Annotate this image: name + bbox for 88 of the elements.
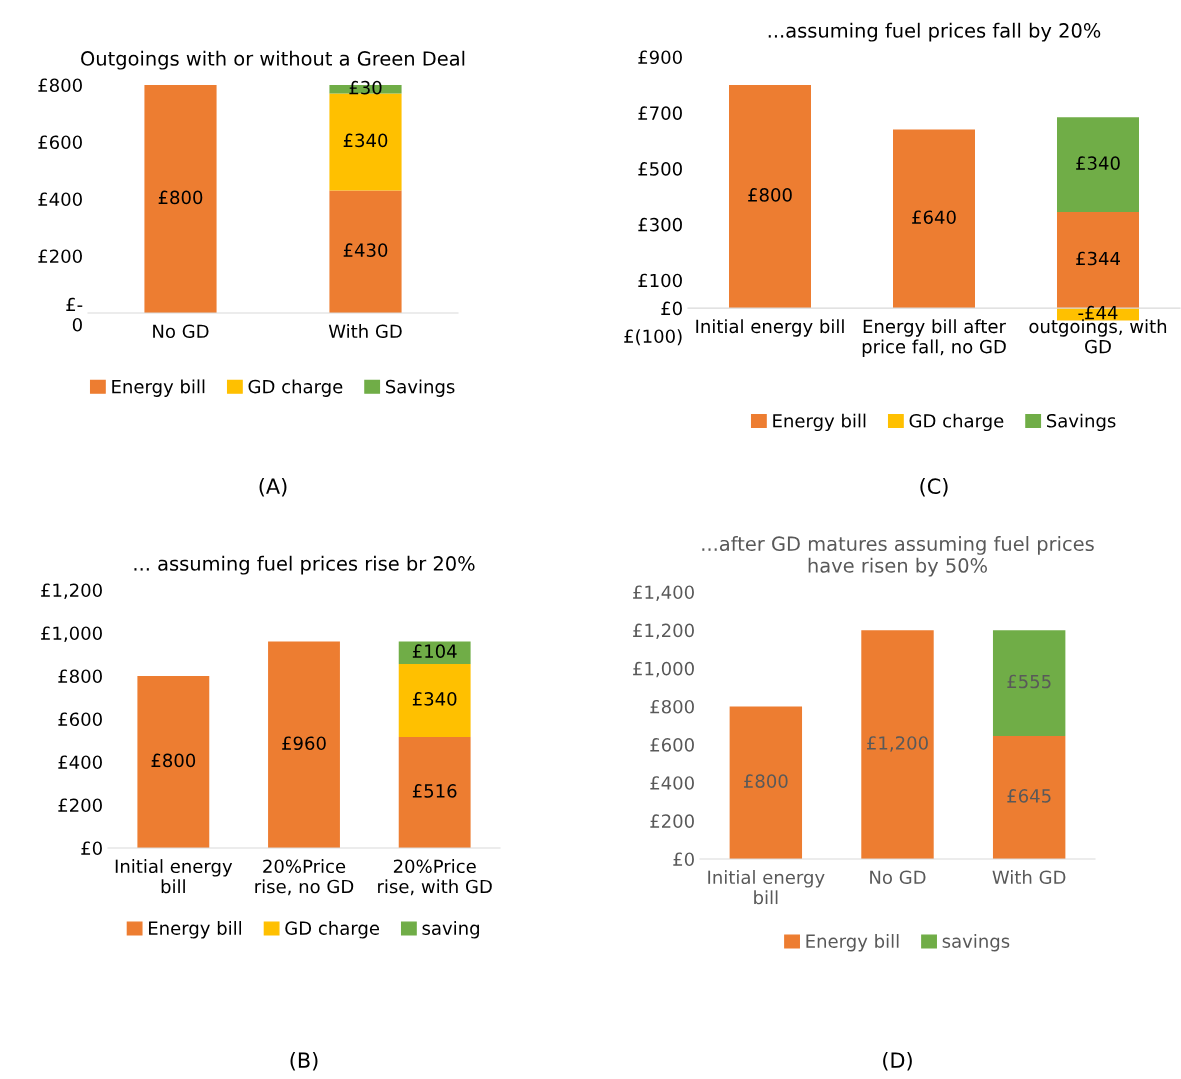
y-tick-label: £600	[38, 135, 82, 150]
bar	[992, 735, 1066, 859]
y-tick-label: £500	[638, 162, 682, 176]
bar	[329, 93, 402, 191]
y-tick-label: £1,200	[633, 623, 694, 640]
data-label: £340	[343, 133, 388, 148]
y-tick-label: £800	[38, 78, 82, 93]
data-label: £104	[412, 644, 457, 659]
x-tick-label: No GD	[153, 324, 209, 339]
legend-label: Savings	[1046, 413, 1116, 432]
bar	[398, 663, 471, 738]
y-tick-label: £- 0	[66, 297, 83, 332]
bar	[268, 641, 340, 848]
legend-label: Energy bill	[806, 933, 899, 952]
text: (A)	[259, 477, 287, 497]
y-tick-label: £800	[650, 699, 694, 714]
y-tick-label: £100	[638, 273, 682, 288]
data-label: £640	[912, 210, 956, 225]
y-tick-label: £1,000	[41, 626, 102, 642]
data-label: £800	[743, 774, 788, 788]
y-tick-label: £600	[58, 712, 102, 727]
y-tick-label: £200	[58, 798, 102, 813]
data-label: £960	[282, 736, 326, 751]
legend-label: Savings	[385, 379, 455, 397]
data-label: £645	[1007, 789, 1051, 803]
bar	[729, 84, 811, 309]
y-tick-label: £200	[38, 249, 82, 264]
bar	[729, 706, 803, 859]
data-label: -£44	[1078, 305, 1118, 320]
x-tick-label: outgoings, with GD	[1029, 319, 1167, 354]
legend-label: Energy bill	[112, 379, 205, 397]
y-tick-label: £400	[650, 776, 694, 790]
data-label: £340	[412, 692, 457, 706]
y-tick-label: £1,200	[41, 583, 102, 599]
y-tick-label: £0	[661, 301, 682, 316]
data-label: £555	[1007, 674, 1051, 689]
text: (B)	[290, 1051, 318, 1071]
data-label: £430	[343, 243, 388, 257]
bar	[329, 190, 402, 313]
bar	[893, 129, 975, 309]
chart-title: ... assuming fuel prices rise br 20%	[134, 555, 475, 575]
legend-label: GD charge	[248, 379, 343, 397]
data-label: £344	[1076, 251, 1120, 266]
y-tick-label: £200	[650, 814, 694, 828]
data-label: £800	[151, 753, 196, 768]
x-tick-label: 20%Price rise, with GD	[378, 859, 492, 896]
data-label: £800	[748, 188, 792, 202]
text: (C)	[920, 477, 948, 497]
x-tick-label: Initial energy bill	[708, 870, 825, 905]
y-tick-label: £900	[638, 50, 682, 65]
bar	[137, 676, 210, 848]
x-tick-label: Energy bill after price fall, no GD	[862, 319, 1006, 357]
text: (D)	[883, 1051, 912, 1071]
bar	[992, 630, 1066, 736]
chart-title: Outgoings with or without a Green Deal	[81, 50, 465, 70]
legend-label: Energy bill	[773, 413, 866, 432]
y-tick-label: £400	[38, 192, 82, 207]
bar	[398, 737, 471, 848]
legend-label: GD charge	[285, 921, 380, 939]
chart-title: ...after GD matures assuming fuel prices have risen by 50%	[702, 536, 1094, 577]
data-label: £516	[412, 784, 457, 798]
legend-label: savings	[942, 933, 1010, 952]
y-tick-label: £400	[58, 755, 102, 770]
y-tick-label: £600	[650, 738, 694, 752]
bar	[144, 85, 217, 313]
x-tick-label: With GD	[328, 324, 402, 339]
legend-label: Energy bill	[149, 921, 242, 939]
y-tick-label: £300	[638, 217, 682, 232]
y-tick-label: £(100)	[624, 329, 682, 346]
x-tick-label: 20%Price rise, no GD	[255, 859, 354, 896]
x-tick-label: No GD	[870, 870, 926, 885]
legend-label: GD charge	[909, 413, 1004, 432]
y-tick-label: £1,000	[633, 661, 694, 678]
bar	[861, 630, 934, 859]
y-tick-label: £0	[81, 841, 102, 856]
x-tick-label: Initial energy bill	[115, 859, 233, 894]
legend-label: saving	[422, 921, 479, 939]
y-tick-label: £0	[673, 852, 694, 867]
x-tick-label: Initial energy bill	[696, 319, 844, 337]
data-label: £1,200	[867, 736, 928, 752]
data-label: £800	[158, 190, 203, 205]
x-tick-label: With GD	[992, 870, 1066, 885]
bar	[1057, 117, 1139, 213]
y-tick-label: £800	[58, 669, 102, 684]
chart-title: ...assuming fuel prices fall by 20%	[768, 22, 1101, 42]
data-label: £340	[1076, 156, 1120, 170]
y-tick-label: £700	[638, 106, 682, 120]
y-tick-label: £1,400	[633, 585, 694, 601]
